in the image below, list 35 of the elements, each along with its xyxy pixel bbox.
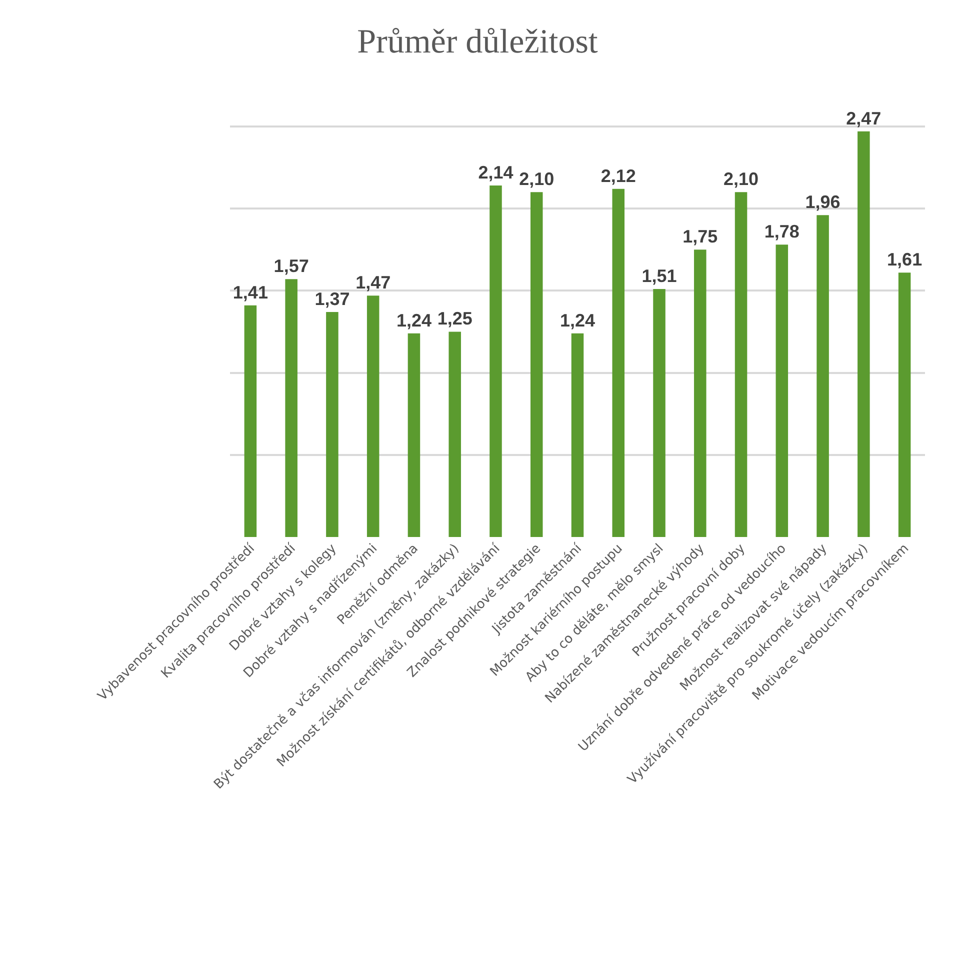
chart-title: Průměr důležitost — [357, 24, 598, 61]
data-label: 1,61 — [887, 250, 922, 270]
data-label: 2,10 — [519, 169, 554, 190]
bar — [653, 289, 666, 537]
bar — [858, 131, 870, 537]
bar — [448, 332, 461, 537]
data-label: 1,47 — [356, 272, 391, 293]
bar — [490, 186, 502, 537]
bar — [244, 305, 257, 537]
bar — [530, 192, 543, 537]
data-label: 2,12 — [600, 166, 636, 186]
data-label: 2,47 — [846, 108, 882, 128]
bar — [366, 296, 380, 537]
data-label: 1,96 — [805, 192, 840, 212]
bar — [816, 215, 829, 537]
data-label: 2,10 — [724, 169, 759, 190]
bar — [571, 333, 584, 537]
data-label: 1,41 — [232, 282, 268, 302]
bar — [734, 192, 748, 537]
data-label: 1,51 — [642, 266, 677, 286]
data-label: 1,78 — [764, 222, 800, 242]
bar — [285, 279, 298, 537]
bar — [898, 272, 911, 537]
data-label: 1,24 — [560, 310, 596, 330]
data-label: 1,37 — [314, 289, 350, 309]
data-label: 1,57 — [274, 256, 309, 276]
data-label: 1,25 — [437, 308, 472, 329]
bar — [776, 244, 788, 537]
data-label: 1,24 — [396, 310, 432, 330]
data-label: 1,75 — [682, 226, 718, 247]
bar — [326, 312, 338, 537]
bar — [612, 188, 625, 537]
bar — [408, 333, 420, 537]
bar — [694, 250, 706, 537]
data-label: 2,14 — [478, 162, 514, 183]
